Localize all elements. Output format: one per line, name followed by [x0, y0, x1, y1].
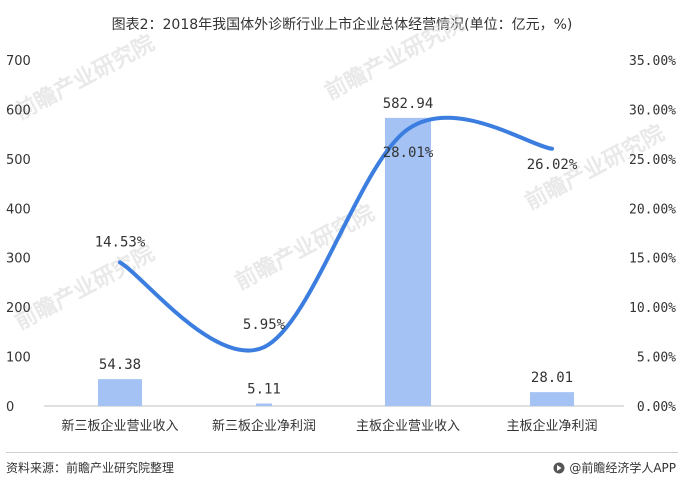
y-left-tick-label: 600: [6, 103, 31, 118]
bar-value-label: 582.94: [383, 96, 434, 112]
y-left-tick-label: 200: [6, 301, 31, 316]
line-value-label: 5.95%: [243, 317, 286, 333]
line-value-label: 26.02%: [527, 157, 578, 173]
y-right-tick-label: 20.00%: [629, 202, 676, 217]
y-right-tick-label: 15.00%: [629, 252, 676, 267]
y-right-tick-label: 0.00%: [637, 400, 676, 415]
y-left-tick-label: 500: [6, 153, 31, 168]
x-category-label: 主板企业营业收入: [356, 418, 460, 434]
line-point-1: [118, 260, 122, 264]
line-series-path: [118, 115, 554, 353]
chart-title: 图表2：2018年我国体外诊断行业上市企业总体经营情况(单位：亿元，%): [111, 17, 573, 33]
line-point-3: [406, 127, 410, 131]
bar-2: [256, 403, 272, 406]
source-note: 资料来源：前瞻产业研究院整理: [6, 461, 175, 475]
line-point-2: [262, 345, 266, 349]
combo-chart: 前瞻产业研究院前瞻产业研究院前瞻产业研究院前瞻产业研究院前瞻产业研究院01002…: [6, 10, 676, 434]
x-category-label: 新三板企业营业收入: [61, 418, 178, 434]
x-category-label: 主板企业净利润: [506, 418, 597, 434]
bar-4: [530, 392, 574, 406]
y-right-tick-label: 5.00%: [637, 351, 676, 366]
bar-value-label: 5.11: [247, 381, 281, 397]
brand-logo-icon: [553, 462, 565, 473]
y-left-tick-label: 0: [6, 400, 14, 415]
bar-value-label: 54.38: [99, 357, 141, 373]
watermark-4: 前瞻产业研究院: [11, 240, 159, 335]
line-point-4: [550, 147, 554, 151]
bar-value-label: 28.01: [531, 370, 573, 386]
bar-3: [385, 117, 431, 406]
watermark-2: 前瞻产业研究院: [231, 200, 379, 295]
brand-credit: @前瞻经济学人APP: [553, 459, 676, 476]
y-right-tick-label: 25.00%: [629, 153, 676, 168]
y-left-tick-label: 300: [6, 252, 31, 267]
y-left-tick-label: 400: [6, 202, 31, 217]
footer-divider: [6, 452, 678, 453]
bar-1: [98, 379, 142, 406]
x-category-label: 新三板企业净利润: [212, 418, 316, 434]
line-value-label: 28.01%: [383, 145, 434, 161]
y-right-tick-label: 10.00%: [629, 301, 676, 316]
brand-text: @前瞻经济学人APP: [569, 461, 676, 475]
chart-footer: 资料来源：前瞻产业研究院整理 @前瞻经济学人APP: [0, 452, 684, 478]
watermark-3: 前瞻产业研究院: [321, 10, 469, 105]
line-value-label: 14.53%: [95, 234, 146, 250]
watermark-1: 前瞻产业研究院: [11, 30, 159, 125]
y-left-tick-label: 100: [6, 351, 31, 366]
y-right-tick-label: 35.00%: [629, 54, 676, 69]
y-left-tick-label: 700: [6, 54, 31, 69]
y-right-tick-label: 30.00%: [629, 103, 676, 118]
